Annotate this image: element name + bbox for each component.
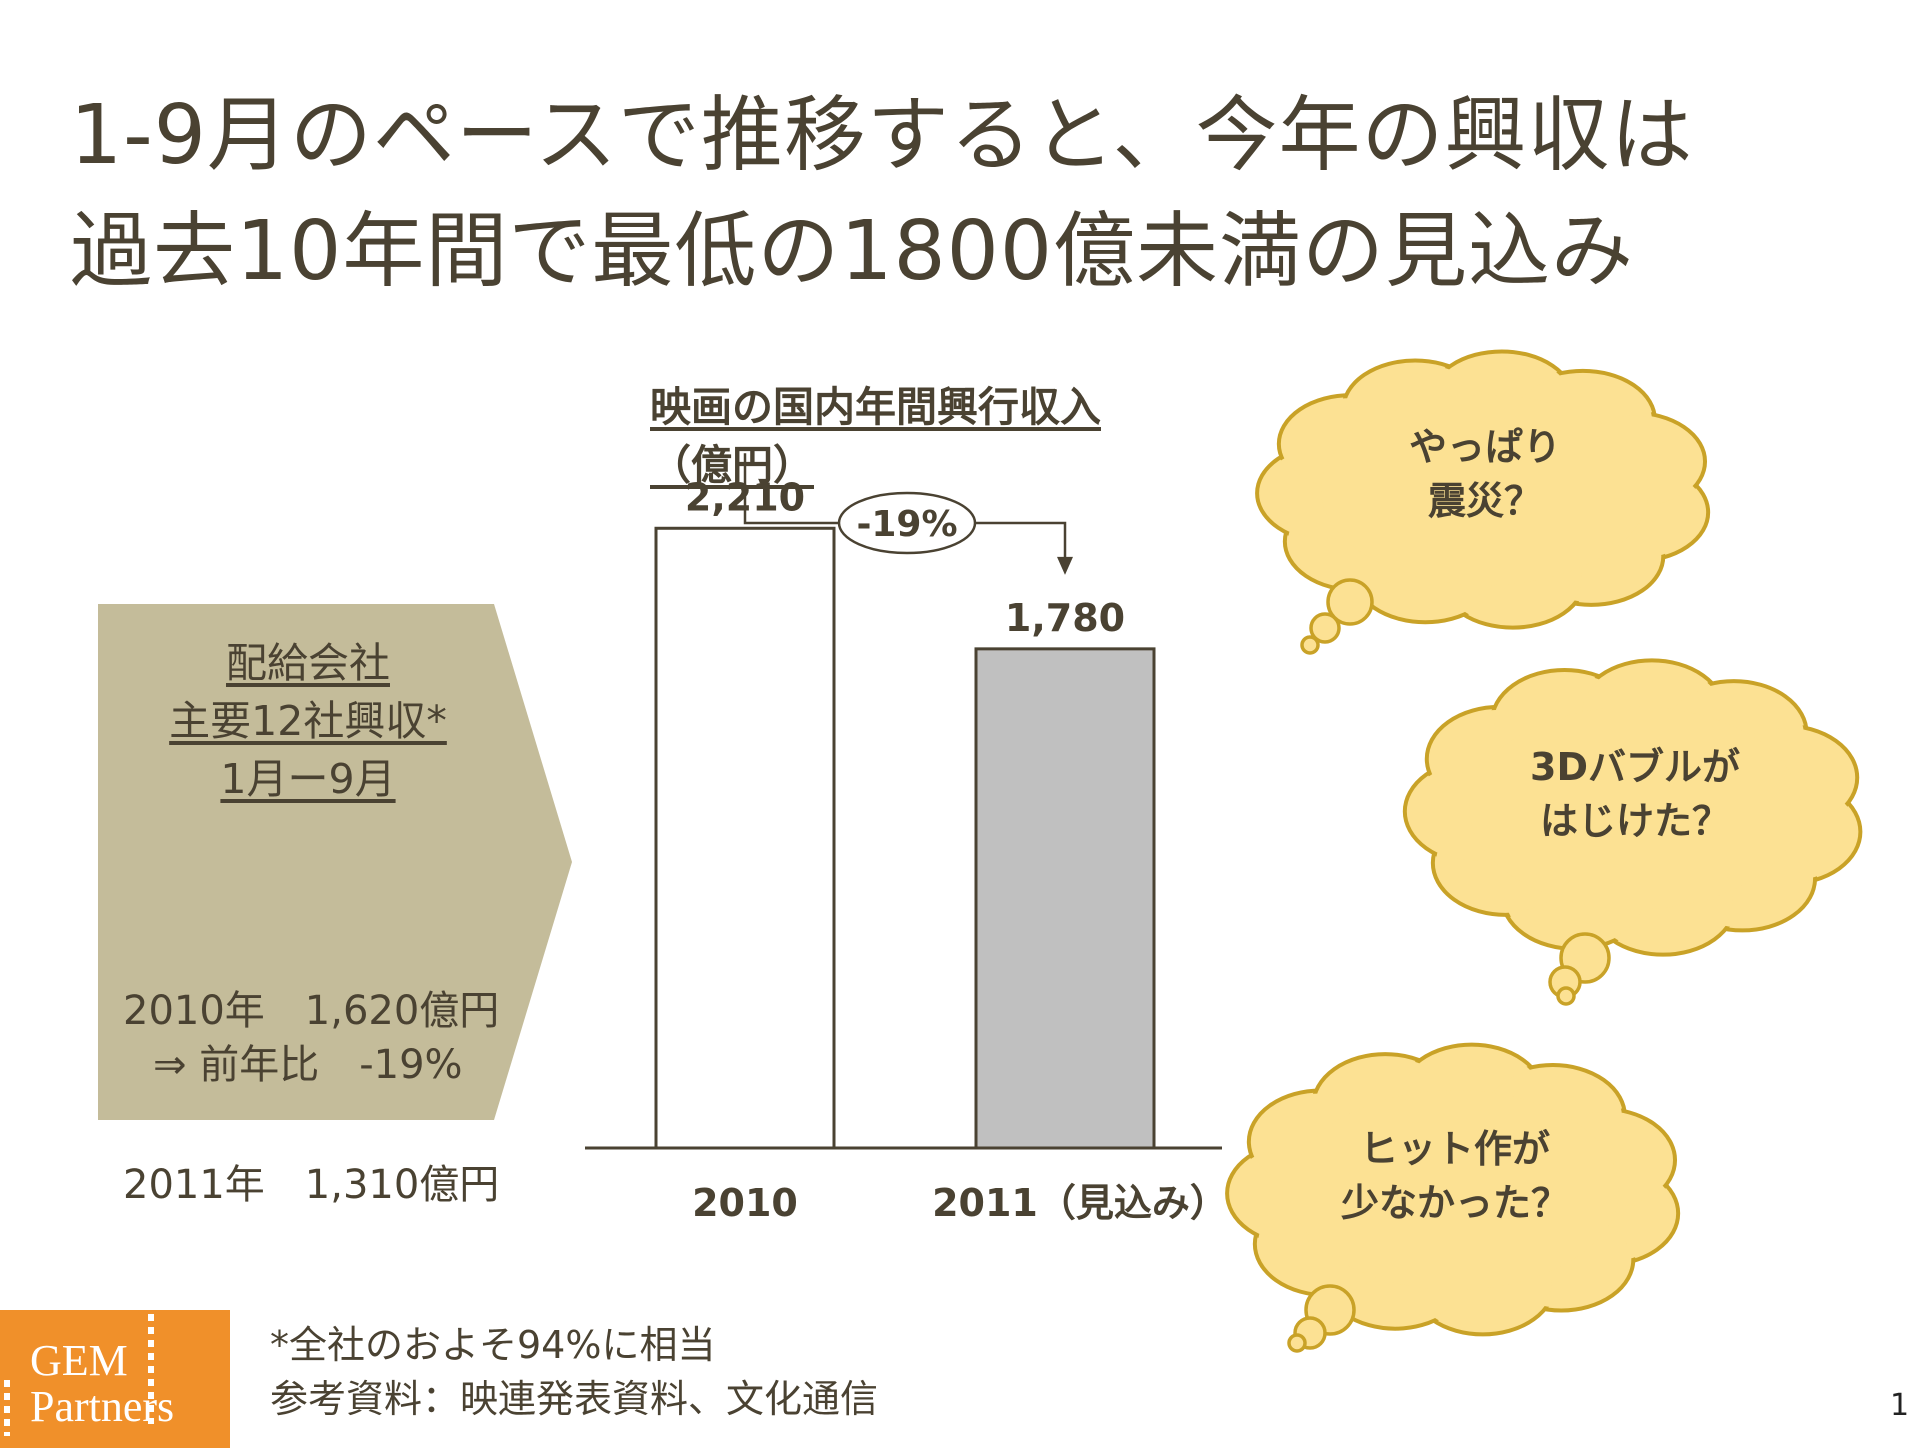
- panel-values: 2010年 1,620億円 2011年 1,310億円: [123, 866, 499, 1330]
- footnote-note: *全社のおよそ94%に相当: [270, 1323, 716, 1367]
- summary-panel-shape: [98, 604, 572, 1120]
- bubble-1-text: やっぱり 震災？: [1295, 420, 1675, 528]
- footnote-source: 参考資料：映連発表資料、文化通信: [270, 1377, 879, 1421]
- bar-2010: [654, 526, 836, 1150]
- thought-bubble-2: [1402, 658, 1863, 1006]
- panel-heading-line-2: 主要12社興収*: [169, 697, 447, 745]
- page-number: 1: [1890, 1388, 1910, 1423]
- logo-dots-left-icon: [4, 1380, 10, 1436]
- panel-yoy-ratio: ⇒ 前年比 -19%: [153, 1042, 463, 1088]
- gem-partners-logo: GEM Partners: [0, 1310, 230, 1448]
- slide-title: 1-9月のペースで推移すると、今年の興収は 過去10年間で最低の1800億未満の…: [70, 78, 1870, 310]
- bubble-3-line-2: 少なかった？: [1340, 1181, 1569, 1225]
- summary-panel: 配給会社 主要12社興収* 1月ー9月 2010年 1,620億円 2011年 …: [98, 604, 578, 1208]
- change-ellipse: [837, 491, 977, 555]
- bar-value-label: 1,780: [1005, 596, 1125, 640]
- x-tick-label: 2010: [692, 1181, 798, 1225]
- chart-title-line-1: 映画の国内年間興行収入: [650, 383, 1101, 431]
- title-line-2: 過去10年間で最低の1800億未満の見込み: [70, 204, 1635, 299]
- panel-heading-line-1: 配給会社: [226, 639, 390, 687]
- logo-line-2: Partners: [30, 1382, 175, 1431]
- title-line-1: 1-9月のペースで推移すると、今年の興収は: [70, 88, 1694, 183]
- logo-dots-icon: [148, 1314, 154, 1424]
- bubble-2-line-1: 3Dバブルが: [1530, 745, 1740, 789]
- bubble-1-line-1: やっぱり: [1408, 425, 1561, 469]
- panel-heading-line-3: 1月ー9月: [220, 755, 396, 803]
- chart-title: 映画の国内年間興行収入 （億円）: [650, 378, 1101, 494]
- bubble-3-text: ヒット作が 少なかった？: [1265, 1122, 1645, 1230]
- logo-line-1: GEM: [30, 1336, 128, 1385]
- panel-row-2010: 2010年 1,620億円: [123, 988, 500, 1034]
- thought-bubble-3: [1225, 1042, 1681, 1353]
- change-arrowhead: [1057, 556, 1073, 575]
- chart-title-line-2: （億円）: [650, 441, 814, 489]
- logo-text: GEM Partners: [30, 1338, 174, 1430]
- x-tick-label: 2011（見込み）: [932, 1181, 1228, 1225]
- footnote: *全社のおよそ94%に相当 参考資料：映連発表資料、文化通信: [270, 1318, 878, 1426]
- bubble-3-line-1: ヒット作が: [1359, 1127, 1550, 1171]
- panel-row-2011: 2011年 1,310億円: [123, 1162, 500, 1208]
- thought-bubble-1: [1255, 349, 1711, 655]
- bubble-2-line-2: はじけた？: [1539, 799, 1730, 843]
- change-label: -19%: [856, 504, 957, 545]
- bar-2011: [974, 647, 1156, 1150]
- panel-heading: 配給会社 主要12社興収* 1月ー9月: [98, 634, 518, 808]
- bubble-2-text: 3Dバブルが はじけた？: [1445, 740, 1825, 848]
- bubble-1-line-2: 震災？: [1427, 479, 1542, 523]
